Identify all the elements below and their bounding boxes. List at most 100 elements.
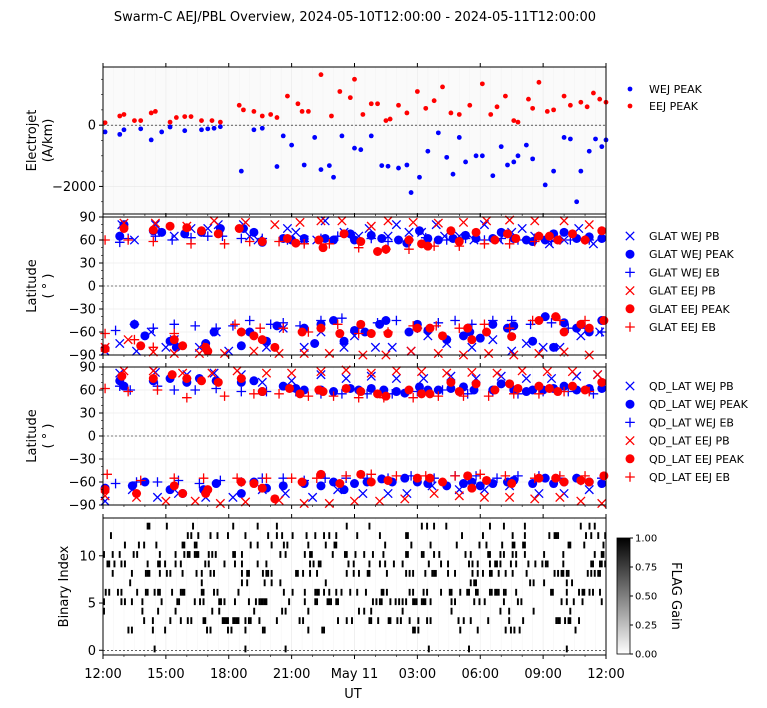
- latitude-qdlat-point: [161, 496, 171, 506]
- electrojet-point: [456, 112, 462, 117]
- latitude-qdlat-point: [274, 389, 284, 399]
- flag-cell: [291, 588, 294, 596]
- latitude-glat-point: [394, 235, 404, 245]
- electrojet-point: [544, 109, 550, 114]
- flag-cell: [352, 569, 355, 577]
- latitude-glat-point: [438, 331, 448, 341]
- flag-cell: [488, 569, 491, 577]
- legend-label: QD_LAT EEJ PB: [649, 435, 730, 448]
- latitude-qdlat-point: [350, 479, 359, 489]
- flag-cell: [478, 598, 481, 606]
- flag-cell: [371, 551, 374, 558]
- flag-cell: [249, 541, 252, 549]
- latitude-qdlat-point: [236, 489, 246, 498]
- latitude-qdlat-point: [316, 366, 326, 377]
- flag-cell: [197, 532, 200, 539]
- latitude-glat-point: [383, 216, 393, 226]
- flag-cell: [200, 588, 203, 596]
- flag-cell: [593, 551, 596, 558]
- y-tick-label: −30: [69, 453, 96, 468]
- flag-cell: [335, 532, 338, 539]
- latitude-qdlat-point: [232, 473, 242, 483]
- flag-cell: [249, 617, 252, 625]
- flag-cell: [223, 598, 226, 606]
- electrojet-point: [494, 104, 500, 110]
- flag-cell: [422, 598, 425, 606]
- latitude-qdlat-point: [517, 366, 527, 376]
- latitude-glat-point: [249, 227, 259, 237]
- flag-cell: [602, 541, 605, 549]
- flag-cell: [328, 588, 331, 596]
- electrojet-point: [515, 119, 521, 125]
- latitude-qdlat-point: [169, 385, 180, 395]
- electrojet-point: [148, 110, 154, 116]
- flag-cell: [247, 617, 250, 625]
- flag-cell: [562, 569, 565, 577]
- flag-cell: [405, 598, 408, 606]
- latitude-qdlat-point: [553, 387, 563, 397]
- latitude-glat-point: [278, 323, 289, 333]
- latitude-glat-point: [549, 342, 559, 352]
- electrojet-point: [408, 190, 414, 195]
- latitude-qdlat-point: [127, 481, 137, 491]
- flag-cell: [471, 569, 474, 577]
- flag-cell: [316, 598, 319, 606]
- flag-cell: [209, 532, 212, 539]
- electrojet-point: [511, 118, 517, 123]
- flag-cell: [398, 598, 401, 606]
- y-axis-label-line: Latitude: [25, 259, 40, 313]
- flag-cell: [312, 560, 315, 568]
- flag-cell: [316, 588, 319, 596]
- latitude-qdlat-point: [197, 376, 207, 386]
- flag-cell: [429, 541, 432, 549]
- flag-cell: [123, 541, 126, 549]
- latitude-qdlat-point: [551, 473, 561, 483]
- flag-cell: [476, 569, 479, 577]
- flag-cell: [396, 617, 399, 625]
- flag-cell: [323, 532, 326, 539]
- flag-cell: [314, 588, 317, 596]
- flag-cell: [209, 569, 212, 577]
- flag-cell: [426, 588, 429, 596]
- electrojet-point: [182, 128, 188, 134]
- latitude-qdlat-point: [559, 477, 569, 487]
- flag-cell: [487, 617, 490, 625]
- flag-cell: [153, 645, 156, 653]
- latitude-qdlat-point: [442, 368, 452, 378]
- flag-cell: [193, 551, 196, 558]
- flag-cell: [368, 522, 371, 530]
- electrojet-point: [526, 96, 531, 102]
- flag-cell: [593, 522, 596, 530]
- flag-cell: [136, 588, 139, 596]
- electrojet-point: [586, 148, 592, 154]
- latitude-qdlat-point: [513, 471, 523, 481]
- flag-cell: [270, 541, 273, 549]
- legend-marker: [625, 381, 635, 391]
- y-axis-label: Latitude( ° ): [25, 409, 56, 463]
- latitude-qdlat-point: [366, 371, 376, 381]
- electrojet-point: [530, 156, 536, 162]
- latitude-glat-point: [129, 319, 140, 330]
- electrojet-point: [584, 104, 590, 110]
- flag-cell: [141, 598, 144, 606]
- flag-cell: [123, 560, 126, 568]
- latitude-qdlat-point: [182, 392, 192, 403]
- flag-cell: [230, 626, 233, 634]
- latitude-glat-point: [316, 216, 326, 226]
- latitude-qdlat-point: [261, 368, 272, 378]
- latitude-glat-point: [198, 342, 209, 353]
- latitude-glat-point: [381, 316, 391, 325]
- flag-cell: [497, 588, 500, 596]
- flag-cell: [179, 560, 182, 568]
- flag-cell: [116, 588, 119, 596]
- flag-cell: [317, 560, 320, 568]
- flag-cell: [330, 598, 332, 606]
- latitude-qdlat-point: [249, 376, 259, 386]
- latitude-qdlat-point: [584, 477, 594, 487]
- flag-cell: [466, 588, 469, 596]
- latitude-qdlat-point: [490, 385, 500, 395]
- latitude-glat-point: [335, 329, 345, 339]
- latitude-glat-point: [431, 321, 442, 331]
- flag-cell: [408, 569, 411, 577]
- flag-cell: [314, 532, 317, 539]
